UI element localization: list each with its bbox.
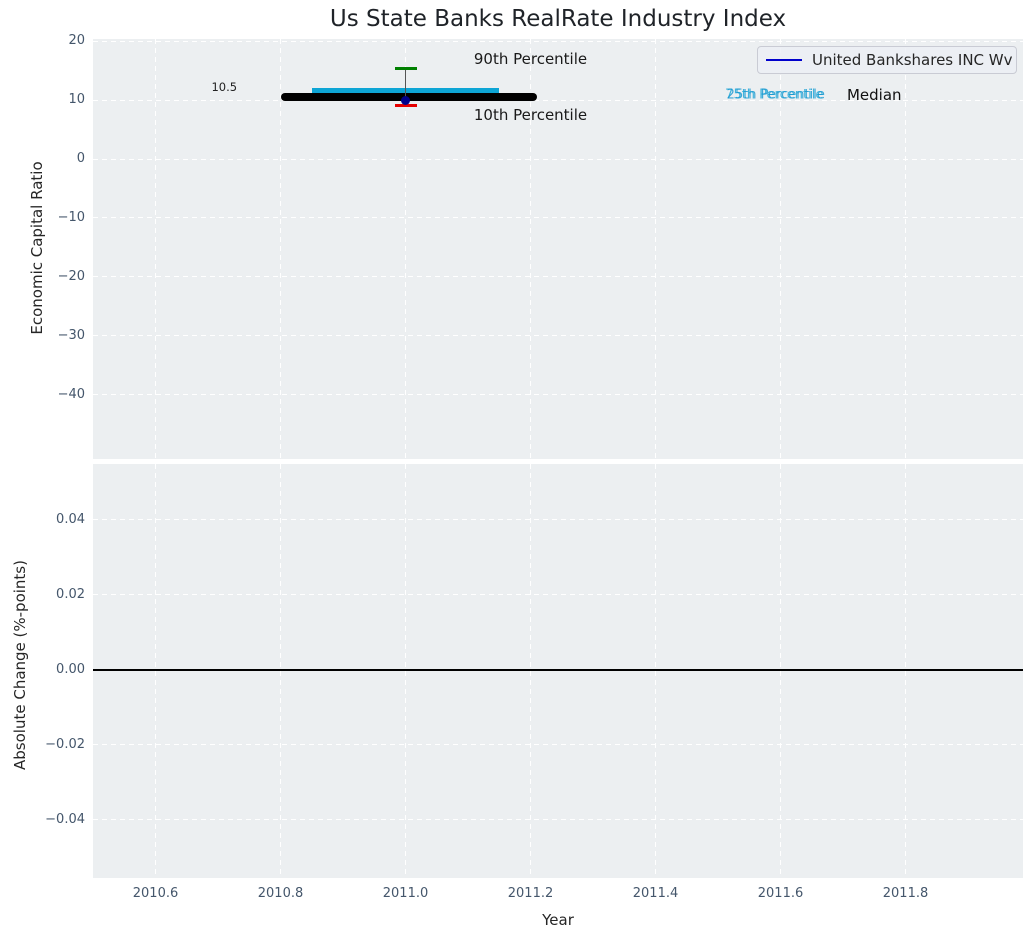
legend-box: United Bankshares INC Wv xyxy=(757,46,1017,74)
x-tick-label: 2010.6 xyxy=(132,886,179,901)
grid-line-horizontal xyxy=(93,158,1023,160)
grid-line-vertical xyxy=(280,39,281,459)
grid-line-vertical xyxy=(155,464,156,878)
x-axis-label: Year xyxy=(542,911,574,929)
grid-line-vertical xyxy=(780,39,781,459)
y-tick-label: 0.00 xyxy=(56,661,85,677)
annotation-25th-percentile: 25th Percentile xyxy=(726,87,825,103)
grid-line-horizontal xyxy=(93,394,1023,396)
annotation-90th-percentile: 90th Percentile xyxy=(473,50,588,68)
grid-line-horizontal xyxy=(93,217,1023,219)
grid-line-vertical xyxy=(655,39,656,459)
legend-line-sample xyxy=(766,59,802,61)
grid-line-horizontal xyxy=(93,99,1023,101)
y-tick-label: 0.02 xyxy=(56,586,85,602)
x-tick-label: 2010.8 xyxy=(257,886,304,901)
y-tick-label: −30 xyxy=(57,327,85,343)
grid-line-vertical xyxy=(905,39,906,459)
whisker-line xyxy=(404,68,407,100)
panel-economic-capital-ratio: 90th Percentile 10th Percentile 75th Perce… xyxy=(93,39,1023,459)
x-tick-label: 2011.4 xyxy=(632,886,679,901)
grid-line-vertical xyxy=(280,464,281,878)
annotation-75th-percentile: 75th Percentile xyxy=(725,87,824,103)
annotation-10-5: 10.5 xyxy=(211,80,238,95)
legend-label: United Bankshares INC Wv xyxy=(812,51,1013,69)
grid-line-vertical xyxy=(405,39,406,459)
y-tick-label: 0 xyxy=(76,151,85,166)
grid-line-vertical xyxy=(155,39,156,459)
y-axis-label-top: Economic Capital Ratio xyxy=(28,161,46,335)
data-point-marker xyxy=(401,95,410,105)
grid-line-horizontal xyxy=(93,819,1023,821)
y-tick-label: −40 xyxy=(57,386,85,402)
grid-line-horizontal xyxy=(93,594,1023,596)
zero-reference-line xyxy=(93,668,1023,671)
grid-line-vertical xyxy=(655,464,656,878)
grid-line-vertical xyxy=(530,464,531,878)
grid-line-vertical xyxy=(405,464,406,878)
y-tick-label: −0.02 xyxy=(45,736,85,752)
grid-line-horizontal xyxy=(93,744,1023,746)
y-tick-label: 0.04 xyxy=(56,511,85,527)
grid-line-horizontal xyxy=(93,519,1023,521)
grid-line-horizontal xyxy=(93,276,1023,278)
chart-title: Us State Banks RealRate Industry Index xyxy=(329,6,787,32)
y-tick-label: −0.04 xyxy=(45,811,85,827)
x-tick-label: 2011.6 xyxy=(757,886,804,901)
y-tick-label: −20 xyxy=(57,268,85,284)
grid-line-vertical xyxy=(905,464,906,878)
grid-line-horizontal xyxy=(93,335,1023,337)
percentile-90-cap xyxy=(394,67,417,71)
x-tick-label: 2011.2 xyxy=(507,886,554,901)
panel-absolute-change xyxy=(93,464,1023,878)
y-tick-label: 20 xyxy=(68,33,85,48)
annotation-median: Median xyxy=(846,85,902,104)
y-tick-label: −10 xyxy=(57,209,85,225)
x-tick-label: 2011.8 xyxy=(882,886,929,901)
grid-line-vertical xyxy=(780,464,781,878)
annotation-10th-percentile: 10th Percentile xyxy=(473,106,588,125)
grid-line-horizontal xyxy=(93,40,1023,42)
y-tick-label: 10 xyxy=(68,92,85,107)
x-tick-label: 2011.0 xyxy=(382,886,429,901)
percentile-10-cap xyxy=(394,103,417,107)
grid-line-vertical xyxy=(530,39,531,459)
